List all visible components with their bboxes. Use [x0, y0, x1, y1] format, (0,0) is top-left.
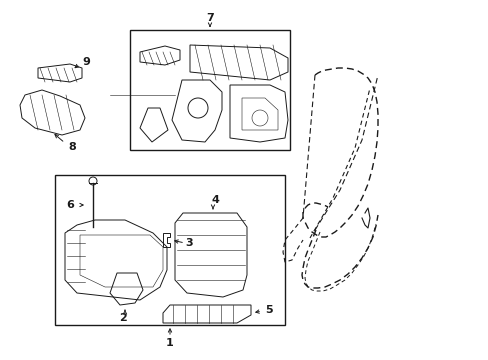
Text: 6: 6: [66, 200, 74, 210]
Text: 3: 3: [185, 238, 193, 248]
Text: 4: 4: [211, 195, 219, 205]
Bar: [130, 30, 289, 150]
Text: 7: 7: [206, 13, 213, 23]
Text: 8: 8: [68, 142, 76, 152]
Text: 5: 5: [264, 305, 272, 315]
Bar: [55, 175, 285, 325]
Text: 1: 1: [166, 338, 174, 348]
Text: 2: 2: [119, 313, 126, 323]
Text: 9: 9: [82, 57, 90, 67]
